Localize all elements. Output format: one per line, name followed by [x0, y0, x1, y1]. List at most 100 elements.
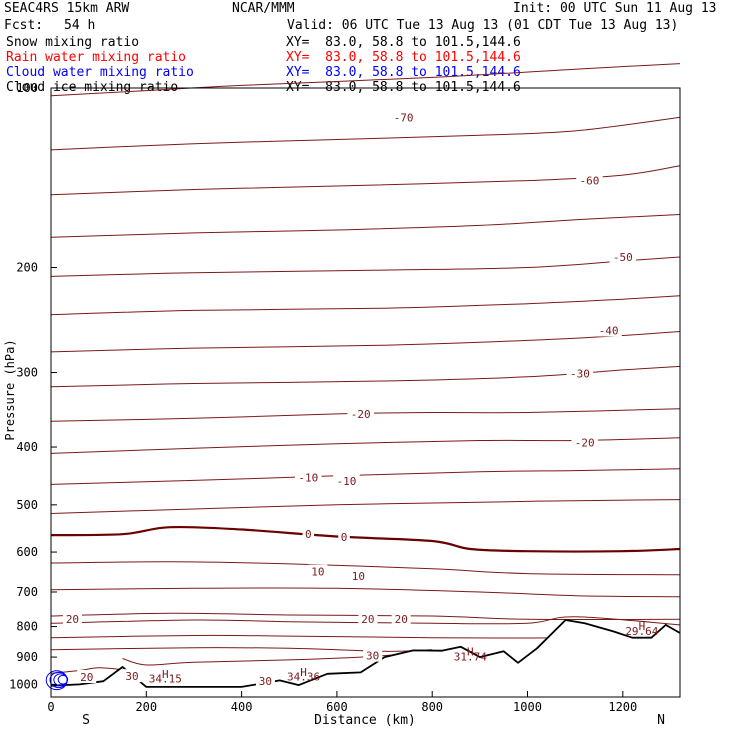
- contour-label-bg: [358, 612, 378, 626]
- contour-label-bg: [333, 473, 360, 487]
- y-tick-label: 900: [16, 650, 38, 664]
- contour-label: -20: [575, 436, 595, 449]
- y-tick-label: 300: [16, 366, 38, 380]
- x-axis-end-right: N: [657, 713, 665, 728]
- x-tick-label: 400: [231, 700, 253, 714]
- cloud-water-layer: [45, 670, 69, 691]
- contour-label: 10: [311, 566, 324, 579]
- contour-label-bg: [576, 173, 603, 187]
- isotherm-line: [50, 116, 681, 151]
- x-tick-label: 1200: [608, 700, 637, 714]
- x-axis-end-left: S: [82, 713, 90, 728]
- contour-label-bg: [391, 612, 411, 626]
- contour-label-bg: [295, 470, 322, 484]
- contour-label-bg: [255, 674, 275, 688]
- y-tick-label: 100: [16, 81, 38, 95]
- contour-label: 20: [66, 613, 79, 626]
- y-tick-label: 500: [16, 498, 38, 512]
- contour-label-bg: [363, 648, 383, 662]
- valid-time: Valid: 06 UTC Tue 13 Aug 13 (01 CDT Tue …: [287, 18, 679, 33]
- forecast-hours: 54 h: [64, 18, 96, 33]
- contour-label-bg: [338, 529, 350, 543]
- legend-snow-label: Snow mixing ratio: [6, 35, 140, 50]
- contour-label: -10: [337, 475, 357, 488]
- x-axis-title: Distance (km): [314, 713, 416, 728]
- contour-label: 20: [395, 613, 408, 626]
- contour-label: 30: [125, 670, 138, 683]
- y-tick-label: 800: [16, 620, 38, 634]
- contour-label: -70: [394, 111, 414, 124]
- x-tick-label: 800: [421, 700, 443, 714]
- terrain-line: [50, 619, 681, 688]
- contour-label-bg: [595, 323, 622, 337]
- contour-label: 20: [361, 613, 374, 626]
- isotherm-line: [50, 256, 681, 277]
- contour-label-bg: [77, 670, 97, 684]
- contour-label: 0: [305, 528, 312, 541]
- contour-label: -30: [570, 367, 590, 380]
- isotherm-line: [50, 647, 433, 652]
- isotherm-line: [122, 653, 404, 666]
- y-tick-label: 200: [16, 261, 38, 275]
- isotherm-line: [50, 63, 681, 97]
- contour-label: -10: [298, 472, 318, 485]
- high-marker: H: [467, 646, 474, 659]
- isotherm-line: [50, 561, 681, 576]
- contour-label: 30: [366, 650, 379, 663]
- max-value-label: 34.15: [149, 672, 182, 685]
- organization: NCAR/MMM: [232, 1, 295, 16]
- high-marker: H: [162, 668, 169, 681]
- contour-label-layer: -70 -60 -50 -40 -30 -20 -20 -10 -10 0 0 10 10 20 20 20 3…: [62, 110, 659, 688]
- y-tick-label: 700: [16, 585, 38, 599]
- x-tick-label: 0: [47, 700, 54, 714]
- legend-cloud-water-label: Cloud water mixing ratio: [6, 65, 194, 80]
- y-tick-label: 400: [16, 440, 38, 454]
- y-axis-title: Pressure (hPa): [3, 339, 17, 440]
- max-value-label: 31.74: [454, 651, 487, 664]
- x-tick-label: 200: [135, 700, 157, 714]
- legend-rain-xy: XY= 83.0, 58.8 to 101.5,144.6: [286, 50, 521, 65]
- contour-label-bg: [566, 366, 594, 380]
- max-value-label: 29.64: [625, 625, 658, 638]
- y-tick-label: 600: [16, 545, 38, 559]
- contour-label-bg: [347, 406, 374, 420]
- contour-label: -50: [613, 251, 633, 264]
- x-tick-label: 1000: [513, 700, 542, 714]
- isotherm-line: [50, 214, 681, 238]
- isotherm-line: [50, 295, 681, 316]
- contour-label: -40: [599, 324, 619, 337]
- contour-label: 30: [259, 675, 272, 688]
- init-time: Init: 00 UTC Sun 11 Aug 13: [513, 1, 717, 16]
- plot-frame: [50, 87, 681, 698]
- contour-label: -20: [351, 408, 371, 421]
- contour-label-bg: [609, 249, 637, 263]
- high-marker: H: [300, 666, 307, 679]
- isotherm-line: [50, 667, 123, 674]
- isotherm-line: [50, 499, 681, 514]
- contour-label: 20: [80, 671, 93, 684]
- isotherm-line: [50, 408, 681, 422]
- contour-label: -60: [580, 175, 600, 188]
- terrain-layer: [50, 619, 681, 697]
- model-name: SEAC4RS 15km ARW: [4, 1, 130, 16]
- forecast-label: Fcst:: [4, 18, 44, 33]
- isotherm-line: [50, 616, 681, 626]
- isotherm-line: [50, 331, 681, 353]
- contour-label-bg: [571, 435, 598, 449]
- contour-label: 10: [352, 570, 365, 583]
- contour-label-bg: [302, 527, 315, 541]
- legend-snow-xy: XY= 83.0, 58.8 to 101.5,144.6: [286, 35, 521, 50]
- isotherm-line: [50, 365, 681, 388]
- legend-rain-label: Rain water mixing ratio: [6, 50, 187, 65]
- freezing-level-line: [50, 525, 681, 553]
- isotherm-line: [50, 587, 681, 598]
- contour-label-bg: [348, 568, 368, 582]
- contour-label: 0: [341, 531, 348, 544]
- contour-label-bg: [122, 669, 142, 683]
- terrain-mask: [51, 620, 680, 697]
- high-marker: H: [639, 620, 646, 633]
- contour-label-bg: [390, 110, 417, 124]
- isotherm-line: [50, 468, 681, 485]
